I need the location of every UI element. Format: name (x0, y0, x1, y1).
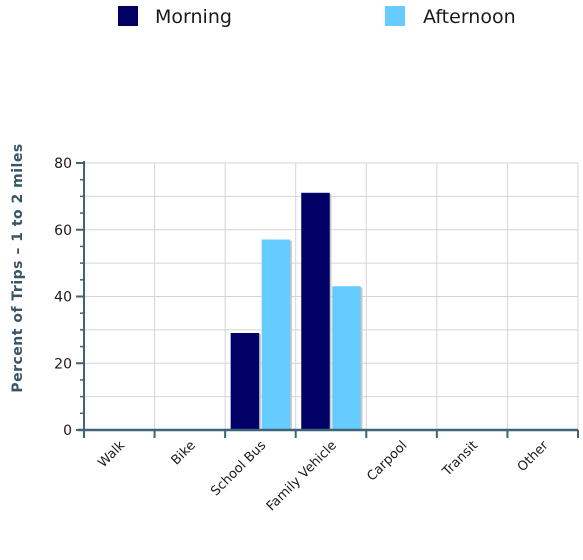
legend: Morning Afternoon (118, 6, 516, 28)
legend-label-morning: Morning (155, 6, 232, 28)
y-tick-label: 80 (54, 156, 72, 172)
x-tick-label: Carpool (364, 438, 410, 484)
legend-swatch-afternoon (385, 6, 405, 26)
x-tick-label: Other (515, 438, 552, 475)
x-tick-label: Bike (169, 438, 199, 468)
x-tick-label: School Bus (208, 438, 269, 499)
bar-morning-school-bus (230, 332, 260, 431)
x-tick-label: Transit (439, 438, 481, 480)
legend-swatch-morning (118, 6, 138, 26)
y-tick-labels: 0 20 40 60 80 (54, 156, 72, 439)
axes (76, 161, 579, 438)
x-tick-label: Family Vehicle (264, 438, 340, 514)
y-tick-label: 0 (63, 423, 72, 439)
bar-morning-family-vehicle (301, 192, 330, 431)
y-tick-label: 60 (54, 223, 72, 239)
legend-label-afternoon: Afternoon (423, 6, 516, 28)
y-axis-label: Percent of Trips – 1 to 2 miles (10, 143, 26, 392)
y-tick-label: 20 (54, 356, 72, 372)
y-tick-label: 40 (54, 290, 72, 306)
x-tick-label: Walk (95, 438, 128, 471)
bar-afternoon-school-bus (261, 239, 291, 431)
bars (230, 192, 363, 431)
bar-afternoon-family-vehicle (332, 286, 361, 431)
